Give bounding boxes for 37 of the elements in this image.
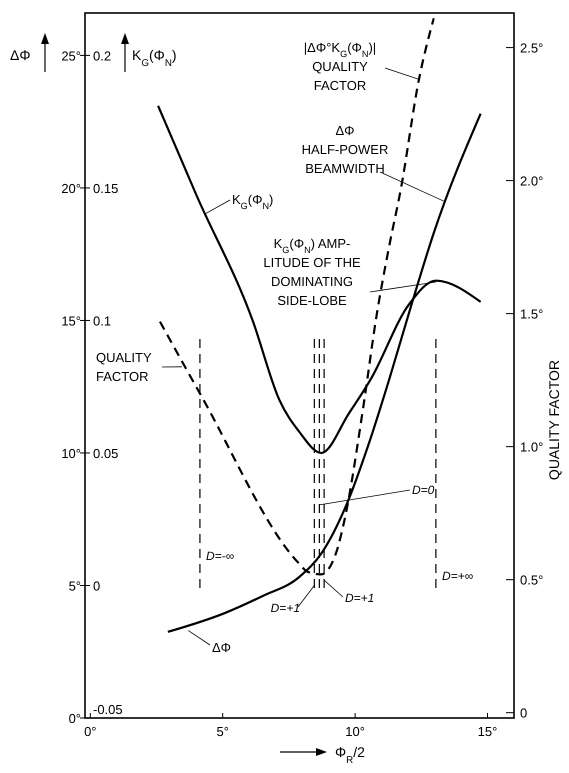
y3-tick-label: 0.05 — [93, 446, 118, 461]
y-tick-label: 5° — [68, 578, 81, 594]
y-tick-label: 20° — [61, 180, 81, 196]
annotation: D=-∞ — [206, 549, 235, 563]
x-tick-label: 0° — [84, 724, 97, 739]
x-axis-title: Φ$_{R}$/2 — [335, 744, 366, 766]
y3-tick-label: -0.05 — [93, 702, 123, 717]
y3-tick-label: 0.1 — [93, 313, 112, 328]
x-tick-label: 10° — [345, 724, 365, 739]
x-tick-label: 5° — [216, 724, 229, 739]
annotation: K$_{G}$(Φ$_{N}$) AMP- LITUDE OF THE DOMINATING SIDE-LOBE — [263, 236, 361, 308]
y-tick-label: 10° — [61, 446, 81, 461]
annotation: K$_{G}$(Φ$_{N}$) — [232, 192, 274, 211]
annotation: |ΔΦ°K$_{G}$(Φ$_{N}$)| QUALITY FACTOR — [304, 40, 376, 93]
annotation: ΔΦ — [212, 640, 232, 655]
y2-axis-title: QUALITY FACTOR — [546, 360, 562, 480]
y3-tick-label: 0.15 — [93, 180, 118, 196]
y-tick-label: 15° — [61, 313, 81, 328]
y2-tick-label: 0 — [520, 706, 528, 721]
y2-tick-label: 1.0° — [520, 440, 544, 455]
annotation: D=+1 — [345, 591, 374, 605]
y-tick-label: 0° — [68, 711, 81, 726]
y2-tick-label: 1.5° — [520, 306, 544, 322]
annotation: QUALITY FACTOR — [96, 350, 152, 384]
annotation: D=+1 — [270, 601, 300, 615]
y3-tick-label: 0.2 — [93, 48, 112, 64]
y2-tick-label: 0.5° — [520, 572, 544, 588]
y3-axis-title: K$_{G}$(Φ$_{N}$) — [132, 47, 177, 68]
annotation: D=0 — [412, 483, 435, 497]
y-tick-label: 25° — [61, 48, 81, 64]
y3-tick-label: 0 — [93, 578, 100, 594]
annotation: ΔΦ HALF-POWER BEAMWIDTH — [302, 123, 388, 176]
x-tick-label: 15° — [478, 724, 498, 739]
annotation: D=+∞ — [442, 569, 474, 583]
y2-tick-label: 2.5° — [520, 40, 544, 56]
y-axis-title: ΔΦ — [10, 47, 31, 63]
y2-tick-label: 2.0° — [520, 174, 544, 189]
